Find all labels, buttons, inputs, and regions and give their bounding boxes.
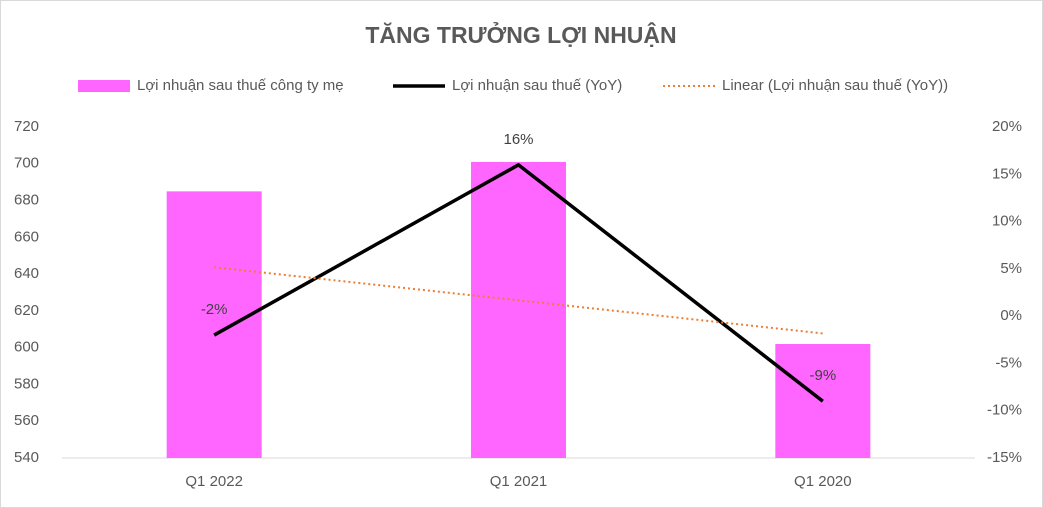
legend-label: Linear (Lợi nhuận sau thuế (YoY)) <box>722 77 948 94</box>
chart-title: TĂNG TRƯỞNG LỢI NHUẬN <box>365 20 676 48</box>
y-tick-label: 620 <box>14 302 39 319</box>
y2-tick-label: -10% <box>987 402 1022 419</box>
y-tick-label: 720 <box>14 118 39 135</box>
trendline <box>214 266 823 335</box>
legend-label: Lợi nhuận sau thuế (YoY) <box>452 77 622 94</box>
y2-tick-label: 5% <box>1000 260 1022 277</box>
legend-label: Lợi nhuận sau thuế công ty mẹ <box>137 77 344 94</box>
y2-tick-label: 20% <box>992 118 1022 135</box>
y-tick-label: 660 <box>14 228 39 245</box>
bar <box>471 161 566 458</box>
y-tick-label: 600 <box>14 339 39 356</box>
legend-swatch <box>78 80 130 92</box>
data-label: -2% <box>201 301 228 318</box>
data-label: -9% <box>809 367 836 384</box>
y-tick-label: 540 <box>14 449 39 466</box>
y2-tick-label: -15% <box>987 449 1022 466</box>
data-label: 16% <box>503 131 533 148</box>
y2-tick-label: 15% <box>992 165 1022 182</box>
y2-tick-label: 10% <box>992 213 1022 230</box>
x-tick-label: Q1 2022 <box>185 473 243 490</box>
y-tick-label: 640 <box>14 265 39 282</box>
x-tick-label: Q1 2020 <box>794 473 852 490</box>
y-tick-label: 680 <box>14 192 39 209</box>
y2-tick-label: 0% <box>1000 307 1022 324</box>
y2-tick-label: -5% <box>995 354 1022 371</box>
bar <box>166 191 262 458</box>
y-tick-label: 700 <box>14 155 39 172</box>
y-tick-label: 580 <box>14 375 39 392</box>
x-tick-label: Q1 2021 <box>490 473 548 490</box>
y-tick-label: 560 <box>14 412 39 429</box>
